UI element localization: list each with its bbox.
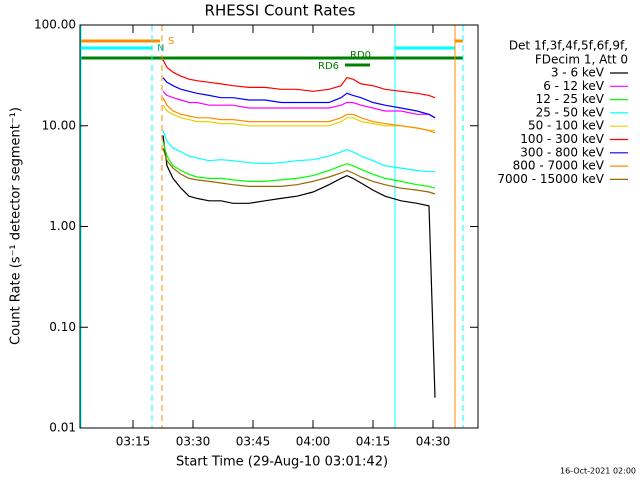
legend-label: 3 - 6 keV bbox=[551, 66, 605, 80]
legend-label: 6 - 12 keV bbox=[543, 79, 605, 93]
annotation: N bbox=[157, 43, 164, 54]
series-line bbox=[162, 90, 436, 119]
legend-label: 100 - 300 keV bbox=[520, 132, 604, 146]
legend-title: FDecim 1, Att 0 bbox=[535, 53, 628, 67]
series-line bbox=[162, 59, 436, 99]
x-tick-label: 04:30 bbox=[416, 435, 451, 449]
series-line bbox=[162, 141, 436, 189]
legend-label: 300 - 800 keV bbox=[520, 145, 604, 159]
legend-label: 7000 - 15000 keV bbox=[497, 172, 604, 186]
y-tick-label: 0.10 bbox=[49, 320, 76, 334]
series-line bbox=[162, 130, 435, 173]
plot-frame bbox=[79, 24, 479, 429]
annotation: RD6 bbox=[318, 61, 339, 72]
y-tick-label: 1.00 bbox=[49, 219, 76, 233]
legend-label: 800 - 7000 keV bbox=[513, 159, 605, 173]
series-line bbox=[162, 135, 436, 398]
x-tick-label: 04:00 bbox=[296, 435, 331, 449]
legend-label: 50 - 100 keV bbox=[528, 119, 605, 133]
x-axis-label: Start Time (29-Aug-10 03:01:42) bbox=[176, 455, 388, 470]
chart-title: RHESSI Count Rates bbox=[205, 2, 356, 20]
y-tick-label: 0.01 bbox=[49, 421, 76, 435]
y-tick-label: 10.00 bbox=[42, 118, 76, 132]
y-axis-label: Count Rate (s⁻¹ detector segment⁻¹) bbox=[9, 107, 24, 345]
x-tick-label: 03:45 bbox=[236, 435, 271, 449]
footer: 16-Oct-2021 02:00 bbox=[560, 467, 636, 476]
state-lines bbox=[80, 25, 464, 428]
x-tick-label: 03:15 bbox=[116, 435, 151, 449]
annotation: S bbox=[168, 36, 174, 47]
series-line bbox=[162, 104, 435, 131]
x-tick-label: 04:15 bbox=[356, 435, 391, 449]
x-tick-label: 03:30 bbox=[176, 435, 211, 449]
annotation: RD0 bbox=[350, 50, 371, 61]
legend-title: Det 1f,3f,4f,5f,6f,9f, bbox=[509, 39, 628, 53]
series-line bbox=[162, 77, 436, 119]
series-line bbox=[162, 147, 436, 195]
series-line bbox=[162, 97, 436, 134]
y-tick-label: 100.00 bbox=[34, 18, 76, 32]
legend-label: 12 - 25 keV bbox=[536, 92, 605, 106]
legend-label: 25 - 50 keV bbox=[536, 105, 605, 119]
